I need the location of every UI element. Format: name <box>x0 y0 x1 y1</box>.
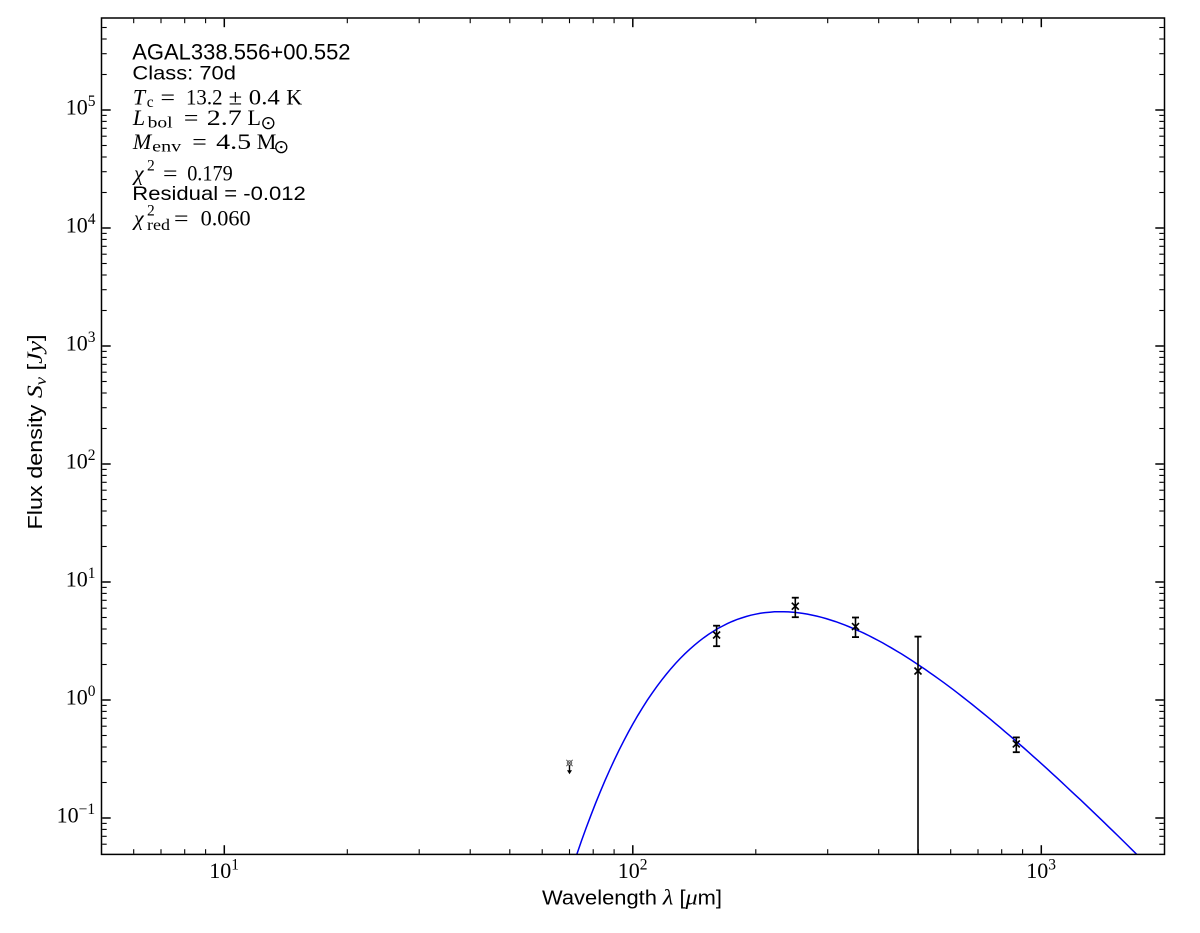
svg-text:10: 10 <box>66 330 88 355</box>
svg-text:=: = <box>192 129 207 154</box>
svg-text:Jy: Jy <box>22 341 47 364</box>
svg-text:3: 3 <box>88 329 96 346</box>
svg-text:5: 5 <box>88 93 96 110</box>
svg-text:K: K <box>286 84 302 109</box>
svg-text:=: = <box>161 84 176 109</box>
svg-text:T: T <box>133 84 147 109</box>
svg-text:λ: λ <box>662 885 673 910</box>
svg-text:[: [ <box>673 887 686 910</box>
svg-text:Class: 70d: Class: 70d <box>132 63 236 85</box>
svg-text:4.5: 4.5 <box>216 129 251 154</box>
svg-text:[: [ <box>24 364 47 377</box>
svg-text:2: 2 <box>640 857 648 874</box>
svg-text:L: L <box>248 105 261 130</box>
svg-text:0.4: 0.4 <box>249 84 280 109</box>
svg-text:M: M <box>132 129 153 154</box>
svg-text:L: L <box>132 105 145 130</box>
svg-text:2: 2 <box>88 447 96 464</box>
svg-text:2: 2 <box>147 157 155 174</box>
svg-text:3: 3 <box>1048 857 1056 874</box>
svg-text:2: 2 <box>147 202 155 219</box>
svg-text:ν: ν <box>33 377 50 385</box>
svg-text:10: 10 <box>66 566 88 591</box>
svg-text:=: = <box>163 160 178 185</box>
svg-text:AGAL338.556+00.552: AGAL338.556+00.552 <box>132 39 350 64</box>
svg-text:S: S <box>22 385 47 398</box>
svg-text:13.2: 13.2 <box>186 84 223 109</box>
svg-text:M: M <box>257 129 277 154</box>
svg-text:−1: −1 <box>79 801 96 818</box>
svg-text:1: 1 <box>88 565 96 582</box>
svg-text:0.179: 0.179 <box>187 160 233 185</box>
svg-text:χ: χ <box>132 160 145 185</box>
svg-text:10: 10 <box>209 858 231 883</box>
svg-text:=: = <box>174 205 189 230</box>
svg-text:]: ] <box>24 335 47 342</box>
svg-text:Flux density: Flux density <box>24 398 47 529</box>
svg-text:10: 10 <box>66 212 88 237</box>
svg-text:red: red <box>147 217 170 234</box>
svg-text:c: c <box>147 94 154 111</box>
svg-text:1: 1 <box>231 857 239 874</box>
svg-text:env: env <box>152 139 181 156</box>
svg-text:Wavelength: Wavelength <box>542 887 663 910</box>
svg-text:10: 10 <box>66 448 88 473</box>
svg-text:4: 4 <box>88 211 96 228</box>
svg-text:10: 10 <box>66 94 88 119</box>
svg-text:0.060: 0.060 <box>201 205 251 230</box>
svg-text:m]: m] <box>698 887 722 910</box>
svg-text:=: = <box>184 105 199 130</box>
svg-text:0: 0 <box>88 683 96 700</box>
svg-text:10: 10 <box>66 684 88 709</box>
svg-text:Residual = -0.012: Residual = -0.012 <box>132 183 305 205</box>
svg-text:10: 10 <box>1026 858 1048 883</box>
svg-text:bol: bol <box>148 115 173 132</box>
svg-text:10: 10 <box>618 858 640 883</box>
svg-text:χ: χ <box>132 205 145 230</box>
svg-text:2.7: 2.7 <box>207 105 242 130</box>
svg-text:10: 10 <box>57 802 79 827</box>
svg-text:±: ± <box>229 84 243 109</box>
svg-text:μ: μ <box>684 885 697 910</box>
